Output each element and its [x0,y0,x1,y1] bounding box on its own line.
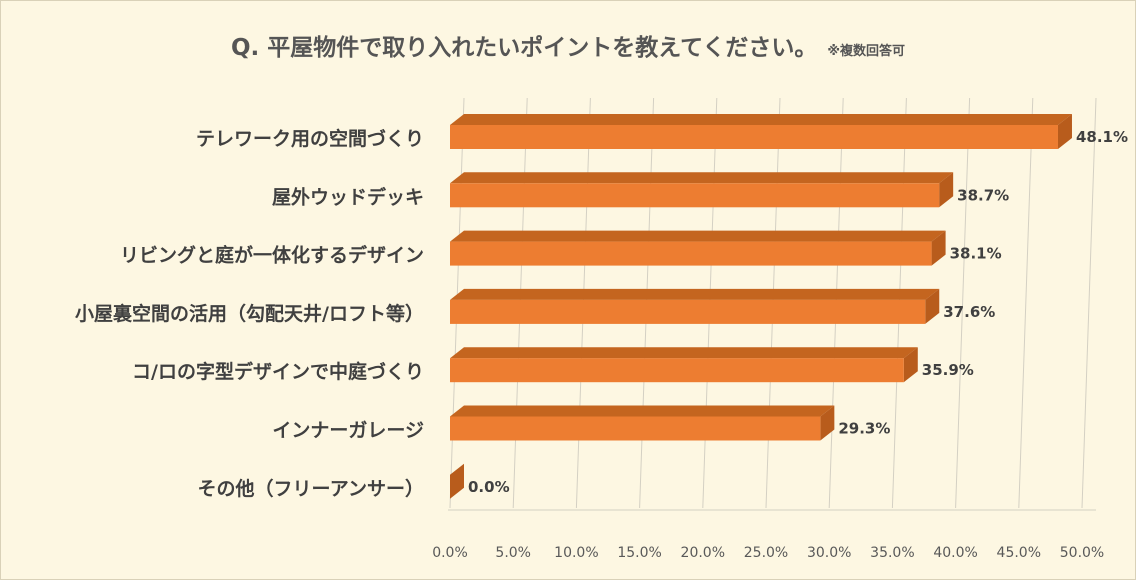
chart-note: ※複数回答可 [827,44,906,59]
x-tick-label: 0.0% [432,545,468,561]
bar-group [450,172,954,208]
category-label: テレワーク用の空間づくり [196,127,424,150]
value-label: 29.3% [838,420,890,438]
chart-title: Q. 平屋物件で取り入れたいポイントを教えてください。 [230,35,818,61]
x-tick-label: 45.0% [997,545,1041,561]
x-tick-label: 40.0% [933,545,977,561]
bar [450,241,932,266]
bar-side-face [931,230,946,266]
chart-title-block: Q. 平屋物件で取り入れたいポイントを教えてください。 ※複数回答可 [0,28,1136,62]
bar-group [450,347,918,383]
category-label: コ/ロの字型デザインで中庭づくり [132,360,424,383]
bar-group [450,114,1072,149]
bar [450,416,821,441]
value-label: 38.1% [950,245,1002,263]
bar-group [450,463,464,499]
bar-side-face [1057,114,1072,149]
x-tick-label: 30.0% [807,545,851,561]
bar-top-face [450,114,1072,125]
bar [450,358,904,383]
bar-group [450,405,835,441]
value-label: 48.1% [1076,128,1128,146]
x-tick-label: 25.0% [744,545,788,561]
gridline [955,97,971,509]
x-tick-label: 20.0% [681,545,725,561]
bar-top-face [450,347,918,359]
bar-top-face [450,405,835,417]
bar-top-face [450,288,940,300]
bar-group [450,288,940,324]
bar-top-face [450,172,954,184]
bar-side-face [820,405,835,441]
bar-side-face [939,172,954,208]
x-tick-label: 35.0% [870,545,914,561]
value-label: 0.0% [468,478,510,496]
bar [450,299,926,324]
category-label: インナーガレージ [272,420,424,442]
value-label: 38.7% [957,186,1009,204]
x-tick-label: 5.0% [495,545,531,561]
bar [450,183,940,208]
bar-top-face [450,230,946,242]
category-label: その他（フリーアンサー） [198,477,424,500]
bar-side-face [903,347,918,383]
bar [450,125,1058,149]
category-label: 小屋裏空間の活用（勾配天井/ロフト等） [75,302,424,325]
bar-group [450,230,946,266]
bar-side-face [925,288,940,324]
gridline [1081,97,1097,509]
x-tick-label: 50.0% [1060,545,1104,561]
category-label: 屋外ウッドデッキ [272,185,424,208]
x-tick-label: 15.0% [617,545,661,561]
value-label: 37.6% [943,303,995,321]
value-label: 35.9% [922,361,974,379]
category-label: リビングと庭が一体化するデザイン [120,244,424,267]
gridline [1018,97,1034,509]
bar-side-face [450,463,464,499]
x-tick-label: 10.0% [554,545,598,561]
